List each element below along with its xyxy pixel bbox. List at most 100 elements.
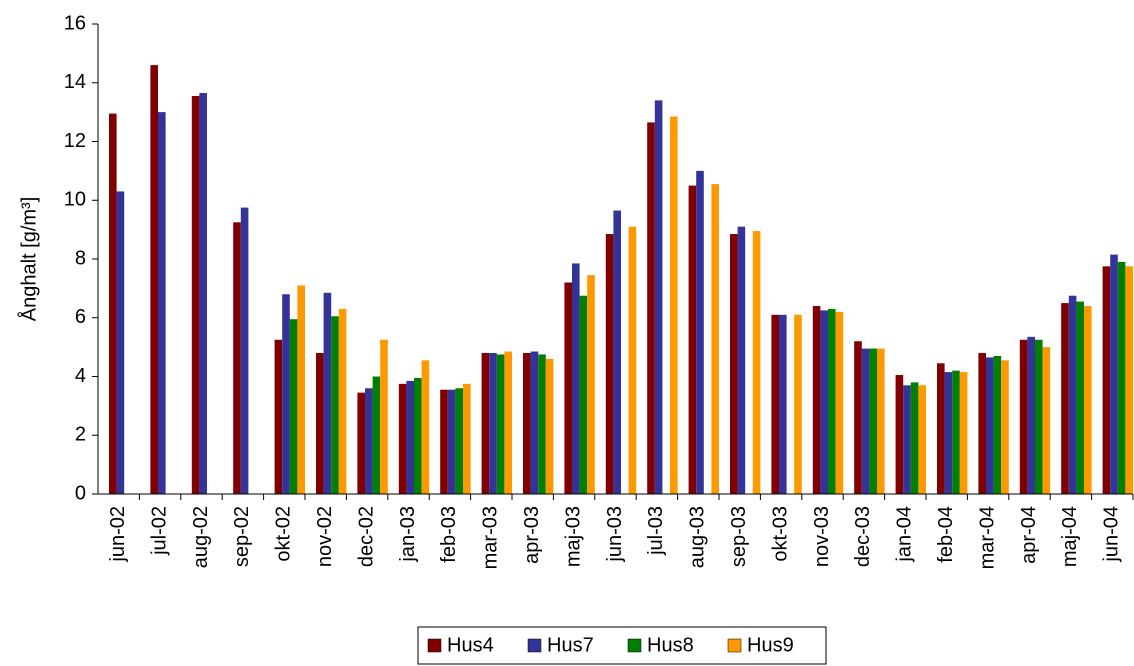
- bar: [779, 314, 787, 494]
- bar: [752, 231, 761, 494]
- bar: [545, 358, 554, 494]
- bar: [240, 207, 249, 494]
- y-tick-label: 14: [64, 71, 86, 93]
- bar: [116, 191, 125, 494]
- y-tick-label: 6: [75, 306, 86, 328]
- bar: [372, 376, 381, 494]
- bar: [877, 348, 885, 494]
- legend-label: Hus4: [447, 634, 494, 656]
- bar: [628, 226, 637, 494]
- bar: [812, 306, 821, 494]
- y-axis-title: Ånghalt [g/m³]: [17, 197, 40, 322]
- bar: [993, 355, 1002, 494]
- x-tick-label: dec-03: [852, 506, 874, 567]
- bar: [274, 339, 283, 494]
- x-tick-label: mar-03: [480, 506, 502, 569]
- legend-swatch: [627, 638, 642, 653]
- x-tick-label: sep-03: [728, 506, 750, 567]
- bar: [289, 319, 298, 494]
- bar: [688, 185, 697, 494]
- bar: [1042, 347, 1051, 494]
- bar: [835, 311, 844, 494]
- bar: [564, 282, 572, 494]
- bar: [952, 370, 960, 494]
- y-tick-label: 0: [75, 482, 86, 504]
- y-tick-label: 8: [75, 247, 86, 269]
- legend-swatch: [727, 638, 742, 653]
- x-tick-label: nov-03: [811, 506, 833, 567]
- bar: [331, 316, 339, 494]
- bar: [504, 351, 512, 494]
- x-tick-label: apr-04: [1018, 506, 1040, 564]
- bar: [323, 292, 332, 494]
- bar: [282, 294, 290, 494]
- bar: [670, 116, 678, 494]
- bar: [380, 339, 388, 494]
- x-tick-label: sep-02: [231, 506, 253, 567]
- bar: [1076, 301, 1084, 494]
- bar: [1110, 254, 1118, 494]
- y-tick-label: 12: [64, 130, 86, 152]
- bar: [538, 354, 546, 494]
- bar: [440, 389, 448, 494]
- bar: [233, 222, 241, 494]
- bar: [421, 360, 430, 494]
- bar: [1125, 266, 1133, 494]
- bar: [365, 388, 373, 494]
- bar: [496, 354, 505, 494]
- bar: [730, 234, 738, 494]
- x-tick-label: aug-02: [190, 506, 212, 568]
- x-tick-label: maj-04: [1059, 506, 1081, 567]
- bar: [398, 383, 407, 494]
- bar: [937, 363, 945, 494]
- bar: [158, 112, 166, 494]
- x-tick-label: jan-03: [397, 506, 419, 563]
- bar: [1019, 339, 1028, 494]
- bar: [1001, 360, 1009, 494]
- bar: [647, 122, 655, 494]
- bar: [1027, 336, 1035, 494]
- x-tick-label: jun-02: [107, 506, 129, 563]
- x-tick-label: maj-03: [562, 506, 584, 567]
- x-tick-label: mar-04: [976, 506, 998, 569]
- bar: [794, 314, 802, 494]
- bar: [406, 380, 414, 494]
- bar: [489, 353, 497, 494]
- bar: [199, 93, 207, 494]
- bar: [978, 353, 986, 494]
- bar: [316, 353, 324, 494]
- bar: [944, 372, 953, 494]
- x-tick-label: jul-02: [148, 506, 170, 556]
- bar: [711, 184, 719, 494]
- x-tick-label: dec-02: [355, 506, 377, 567]
- bar: [737, 226, 746, 494]
- bar: [605, 234, 614, 494]
- x-tick-label: nov-02: [314, 506, 336, 567]
- bar: [463, 383, 471, 494]
- y-tick-label: 4: [75, 365, 86, 387]
- bar: [1117, 261, 1126, 494]
- y-tick-label: 16: [64, 12, 86, 34]
- bar: [191, 95, 200, 494]
- x-tick-label: jul-03: [645, 506, 667, 556]
- bar: [572, 263, 580, 494]
- bar: [654, 100, 663, 494]
- x-tick-label: jun-04: [1101, 506, 1123, 563]
- bar: [861, 348, 870, 494]
- bar: [986, 357, 994, 494]
- bar: [910, 382, 919, 494]
- x-tick-label: aug-03: [687, 506, 709, 568]
- x-tick-label: okt-03: [769, 506, 791, 562]
- x-tick-label: apr-03: [521, 506, 543, 564]
- legend-swatch: [427, 638, 442, 653]
- bar: [771, 314, 779, 494]
- bar: [297, 285, 305, 494]
- y-tick-label: 2: [75, 424, 86, 446]
- bar: [481, 353, 490, 494]
- legend-label: Hus8: [647, 634, 694, 656]
- bar: [447, 389, 456, 494]
- bar: [1035, 339, 1043, 494]
- bar: [869, 348, 877, 494]
- x-tick-label: feb-04: [935, 506, 957, 563]
- bar: [587, 275, 595, 494]
